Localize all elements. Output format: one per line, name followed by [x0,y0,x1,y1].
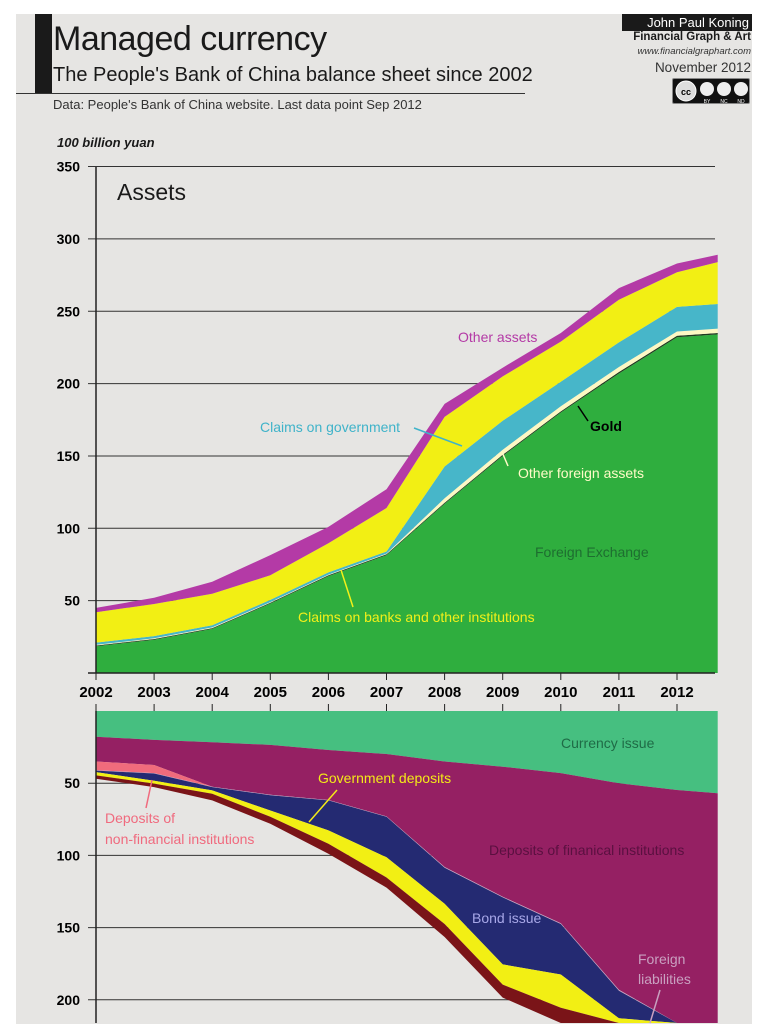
label-gold: Gold [590,418,622,434]
label-claims-on-government: Claims on government [260,419,400,435]
data-source-note: Data: People's Bank of China website. La… [53,97,422,112]
x-tick-label: 2007 [370,684,403,701]
label-other-foreign-assets: Other foreign assets [518,465,644,481]
label-claims-on-banks: Claims on banks and other institutions [298,609,535,625]
page-subtitle: The People's Bank of China balance sheet… [53,64,533,86]
creative-commons-license-badge: cc BY NC ND [672,78,750,105]
svg-text:ND: ND [737,99,745,105]
pointer-other-foreign-assets [501,451,509,467]
pointer-claims-on-banks [340,569,354,608]
pointer-foreign-liabilities [649,989,661,1024]
x-tick-label: 2006 [312,684,345,701]
website-url: www.financialgraphart.com [637,46,751,57]
label-nonfinancial-deposits-line2: non-financial institutions [105,831,254,847]
label-bond-issue: Bond issue [472,910,541,926]
area-other-foreign-assets [96,328,718,646]
y-tick-label: 150 [57,448,81,464]
label-currency-issue: Currency issue [561,735,655,751]
y-tick-label: 50 [64,775,80,791]
area-foreign-exchange [96,334,718,673]
y-tick-label: 200 [57,376,81,392]
label-foreign-liabilities-line1: Foreign [638,951,685,967]
area-deposits-of-finanical-institutions [96,736,718,1023]
pointer-government-deposits [308,789,338,823]
label-foreign-exchange: Foreign Exchange [535,544,649,560]
y-tick-label: 50 [64,593,80,609]
label-foreign-liabilities-line2: liabilities [638,971,691,987]
page-title: Managed currency [53,20,327,58]
x-tick-label: 2003 [137,684,170,701]
pointer-nonfinancial-deposits [145,779,153,809]
y-axis-unit: 100 billion yuan [57,135,155,150]
y-tick-label: 100 [57,520,81,536]
area-claims-on-government [96,304,718,645]
pointer-gold [577,405,589,422]
label-nonfinancial-deposits-line1: Deposits of [105,810,175,826]
y-tick-label: 350 [57,159,81,175]
y-tick-label: 150 [57,920,81,936]
publication-date: November 2012 [654,60,751,75]
x-tick-label: 2008 [428,684,461,701]
area-claims-on-banks-and-other-institutions [96,262,718,643]
x-tick-label: 2002 [79,684,112,701]
svg-text:BY: BY [704,99,711,105]
x-tick-label: 2011 [603,684,636,701]
x-tick-label: 2005 [254,684,287,701]
svg-text:cc: cc [681,87,691,97]
title-divider [16,93,525,94]
x-tick-label: 2004 [196,684,230,701]
y-tick-label: 250 [57,303,81,319]
svg-text:NC: NC [720,99,728,105]
y-tick-label: 100 [57,847,81,863]
x-tick-label: 2010 [544,684,577,701]
label-financial-deposits: Deposits of finanical institutions [489,842,684,858]
area-currency-issue [96,711,718,794]
area-gold [96,333,718,647]
y-tick-label: 300 [57,231,81,247]
area-other [96,775,718,1023]
area-bond-issue [96,770,718,1023]
pointer-claims-on-government [413,427,463,447]
title-accent-bar [35,14,52,94]
y-tick-label: 200 [57,992,81,1008]
label-government-deposits: Government deposits [318,770,451,786]
x-tick-label: 2012 [660,684,693,701]
organization: Financial Graph & Art [633,31,751,43]
assets-panel-title: Assets [117,179,186,205]
author-name: John Paul Koning [622,14,752,31]
x-tick-label: 2009 [486,684,519,701]
label-other-assets: Other assets [458,329,537,345]
